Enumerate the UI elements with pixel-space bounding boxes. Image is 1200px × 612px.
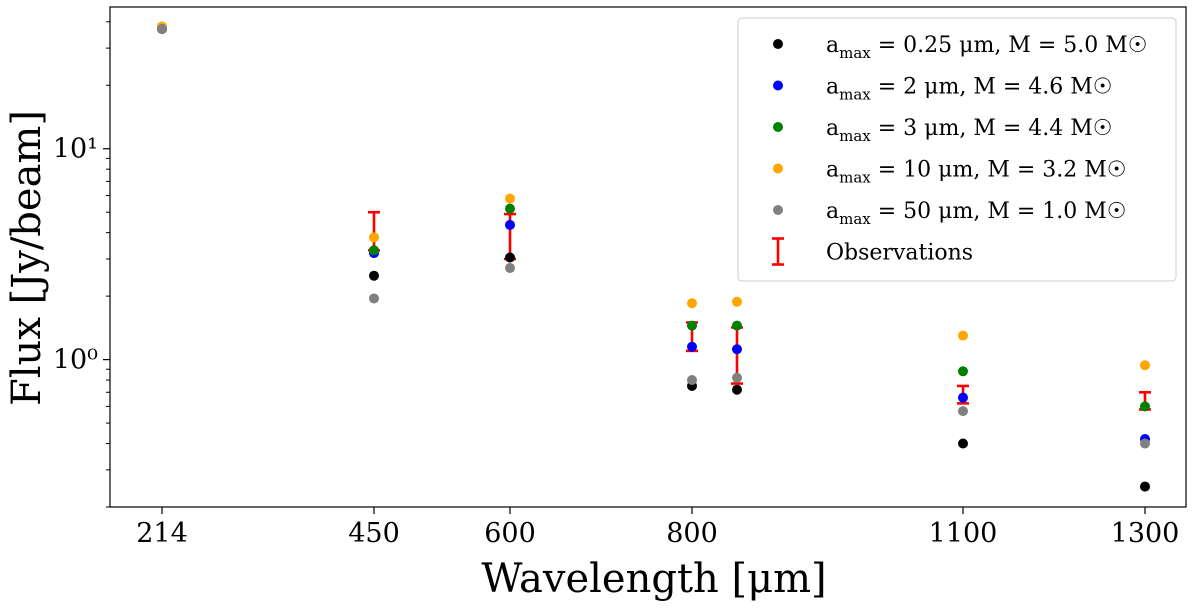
x-tick-label: 1300 [1111,518,1180,549]
legend-label-main: a [826,199,839,224]
x-tick-label: 214 [136,518,188,549]
data-point-series-0 [958,438,968,449]
data-point-series-2 [505,203,515,214]
legend-box [737,17,1177,282]
data-point-series-2 [732,320,742,331]
legend: amax = 0.25 μm, M = 5.0 M☉amax = 2 μm, M… [737,17,1177,282]
data-point-series-1 [732,344,742,355]
legend-label-subscript: max [839,86,871,104]
x-axis-label: Wavelength [μm] [481,556,826,602]
data-point-series-3 [369,232,379,243]
legend-marker-series-1 [773,80,783,91]
x-tick-label: 800 [666,518,718,549]
data-point-series-3 [732,296,742,307]
legend-label-rest: = 2 μm, M = 4.6 M☉ [871,75,1113,100]
legend-label-rest: = 3 μm, M = 4.4 M☉ [871,116,1113,141]
data-point-series-4 [687,375,697,386]
legend-label-series-4: amax = 50 μm, M = 1.0 M☉ [826,199,1127,228]
legend-label-subscript: max [839,127,871,145]
legend-label-series-0: amax = 0.25 μm, M = 5.0 M☉ [826,33,1147,62]
y-tick-label: 10¹ [53,134,98,165]
data-point-series-4 [505,262,515,273]
legend-label-main: a [826,158,839,183]
data-point-series-3 [1140,360,1150,371]
data-point-series-4 [732,372,742,383]
legend-label-subscript: max [839,169,871,187]
data-point-series-4 [958,406,968,417]
data-point-series-1 [505,219,515,230]
legend-label-series-2: amax = 3 μm, M = 4.4 M☉ [826,116,1113,145]
data-point-series-2 [687,320,697,331]
x-tick-label: 600 [484,518,536,549]
y-tick-label: 10⁰ [53,345,98,376]
data-point-series-0 [1140,481,1150,492]
data-point-series-3 [687,298,697,309]
data-point-series-1 [958,392,968,403]
data-point-series-3 [958,330,968,341]
data-point-series-0 [505,252,515,263]
plot-frame [109,6,1187,508]
data-point-series-0 [732,384,742,395]
data-point-series-4 [369,293,379,304]
data-point-series-4 [157,23,167,34]
legend-label-rest: = 0.25 μm, M = 5.0 M☉ [871,33,1148,58]
data-point-series-1 [687,341,697,352]
legend-marker-series-4 [773,205,783,215]
legend-label-observations: Observations [826,241,973,266]
legend-marker-series-2 [773,122,783,132]
y-axis-label: Flux [Jy/beam] [4,110,50,406]
legend-marker-series-0 [773,39,783,49]
legend-label-main: a [826,75,839,100]
axes: 214 450 600 800 1100 1300 10⁰ 10¹ [53,6,1187,549]
x-tick-label: 450 [348,518,400,549]
data-point-series-2 [1140,401,1150,412]
x-tick-label: 1100 [929,518,998,549]
legend-label-series-3: amax = 10 μm, M = 3.2 M☉ [826,158,1127,187]
legend-label-main: a [826,116,839,141]
legend-label-rest: = 50 μm, M = 1.0 M☉ [871,199,1127,224]
legend-label-series-1: amax = 2 μm, M = 4.6 M☉ [826,75,1113,104]
data-point-series-2 [369,245,379,256]
data-point-series-3 [505,193,515,204]
data-point-series-2 [958,366,968,377]
legend-label-subscript: max [839,44,871,62]
legend-label-rest: = 10 μm, M = 3.2 M☉ [871,158,1127,183]
legend-marker-series-3 [773,163,783,174]
data-point-series-4 [1140,438,1150,449]
plot-area [157,21,1151,492]
legend-label-main: a [826,33,839,58]
legend-label-subscript: max [839,210,871,228]
data-point-series-0 [369,270,379,281]
